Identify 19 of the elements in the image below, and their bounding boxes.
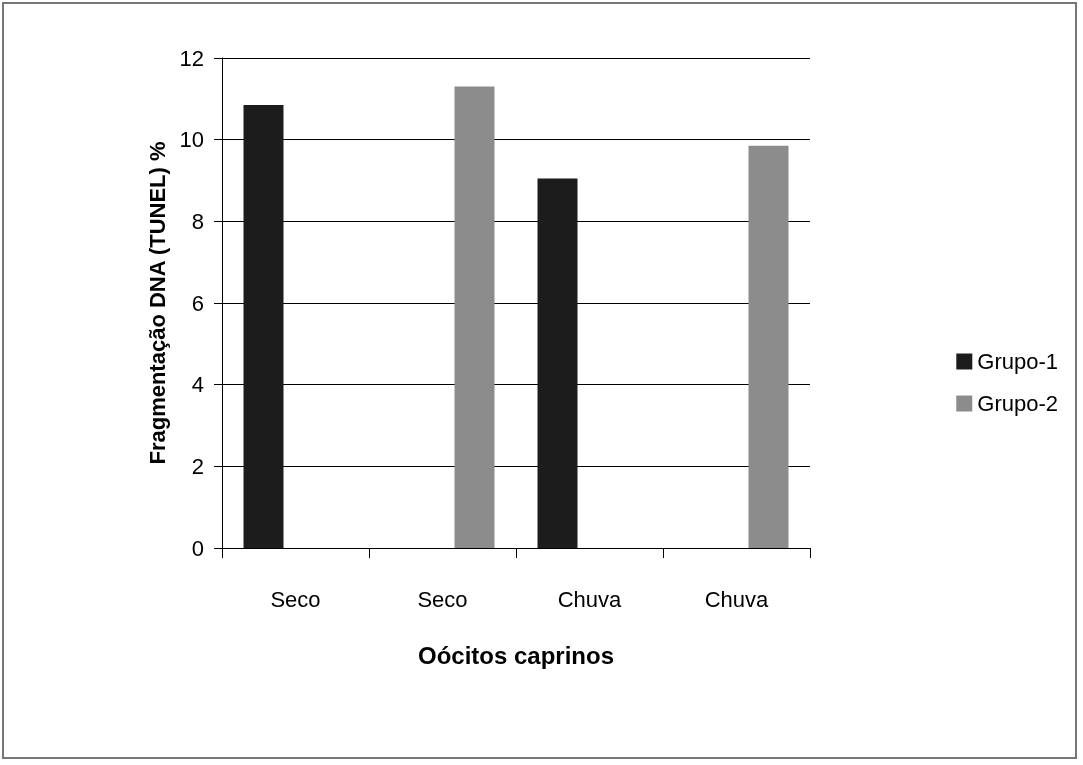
x-tick-label: Chuva [704,586,770,612]
x-tick-label: Chuva [557,586,623,612]
legend-label: Grupo-2 [977,391,1059,416]
y-tick-label: 8 [191,208,204,234]
y-tick-label: 2 [191,453,204,479]
y-tick-label: 10 [179,127,204,153]
legend-label: Grupo-1 [977,349,1059,374]
bar [748,145,789,548]
y-axis-title: Fragmentação DNA (TUNEL) % [145,141,171,465]
x-tick-label: Seco [417,586,468,612]
x-axis-title: Oócitos caprinos [417,641,615,669]
y-tick-label: 12 [179,45,204,71]
bar [454,86,495,548]
x-tick-label: Seco [270,586,321,612]
y-tick-label: 6 [191,290,204,316]
y-tick-label: 0 [191,535,204,561]
bar [537,178,578,548]
bar [243,104,284,548]
y-tick-label: 4 [191,372,204,398]
